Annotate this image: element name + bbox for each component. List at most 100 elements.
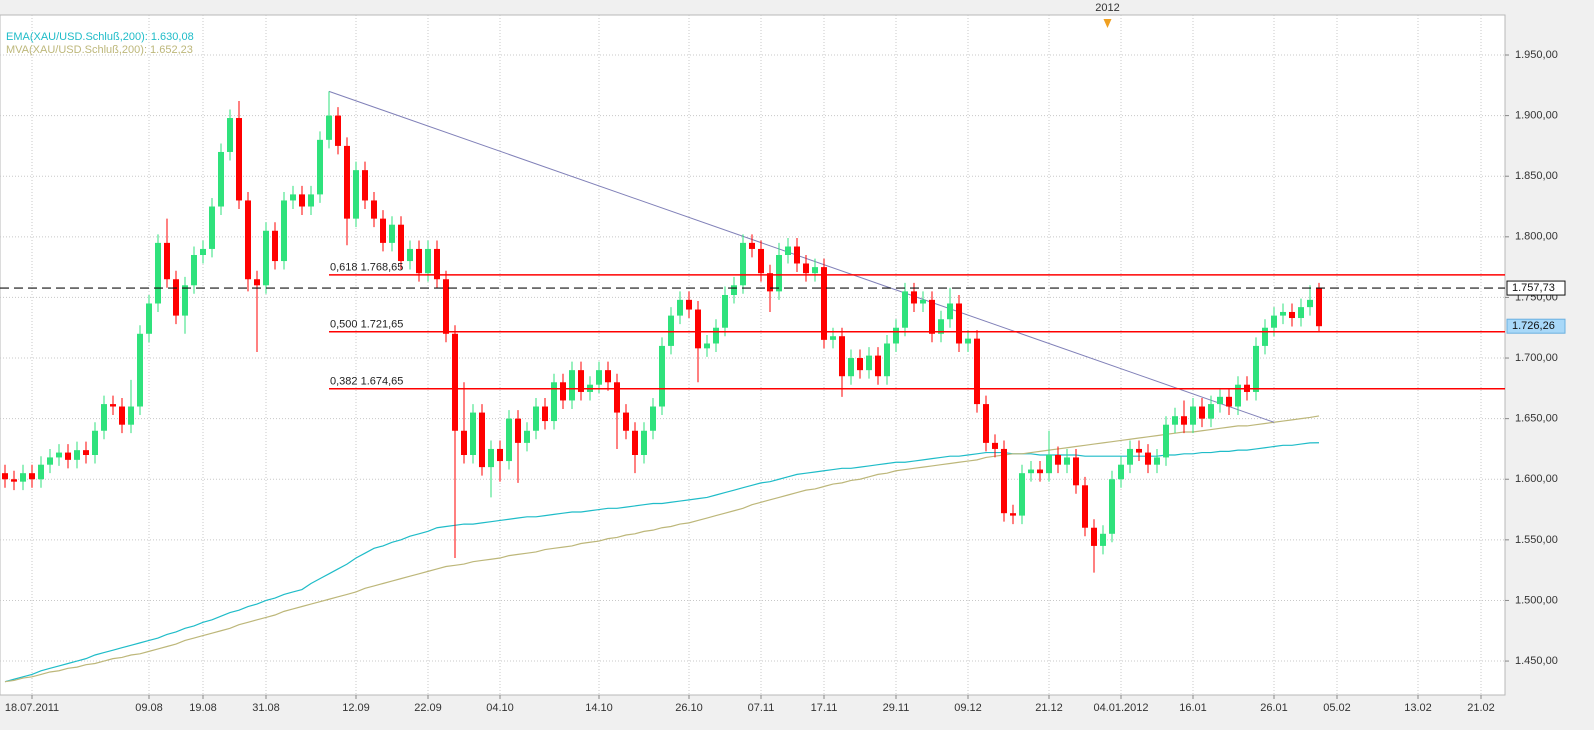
candle-body — [1307, 299, 1313, 308]
candle-body — [1271, 315, 1277, 328]
candle-body — [992, 442, 998, 449]
last-price-label: 1.726,26 — [1512, 320, 1555, 332]
candle-body — [1190, 406, 1196, 425]
candle-body — [1172, 416, 1178, 425]
candle-body — [92, 430, 98, 455]
candle-body — [119, 406, 125, 425]
candle-body — [974, 338, 980, 405]
x-tick-label: 04.01.2012 — [1093, 702, 1148, 714]
candle-body — [479, 412, 485, 468]
candle-body — [821, 267, 827, 340]
x-tick-label: 16.01 — [1179, 702, 1207, 714]
candle-body — [929, 299, 935, 334]
candle-body — [281, 200, 287, 262]
candle-body — [848, 358, 854, 377]
candle-body — [146, 303, 152, 334]
candle-body — [227, 118, 233, 152]
y-tick-label: 1.850,00 — [1515, 170, 1558, 182]
candle-body — [407, 248, 413, 262]
candle-body — [326, 115, 332, 140]
x-tick-label: 19.08 — [189, 702, 217, 714]
candle-body — [965, 338, 971, 344]
x-tick-label: 09.08 — [135, 702, 163, 714]
candle-body — [209, 206, 215, 249]
candle-body — [128, 406, 134, 425]
candle-body — [866, 355, 872, 371]
candle-body — [713, 327, 719, 344]
candle-body — [1199, 406, 1205, 419]
candle-body — [272, 230, 278, 262]
candle-body — [1298, 307, 1304, 319]
candle-body — [758, 248, 764, 274]
candle-body — [578, 370, 584, 392]
candle-body — [137, 333, 143, 407]
candle-body — [749, 242, 755, 249]
plot-area — [0, 14, 1506, 696]
candle-body — [1289, 311, 1295, 319]
candle-body — [497, 448, 503, 462]
candle-body — [1136, 448, 1142, 453]
candle-body — [884, 343, 890, 377]
candle-body — [776, 255, 782, 292]
candle-body — [983, 404, 989, 443]
y-tick-label: 1.500,00 — [1515, 594, 1558, 606]
candle-body — [794, 246, 800, 264]
legend-ema: EMA(XAU/USD.Schluß,200): 1.630,08 — [6, 31, 194, 43]
y-tick-label: 1.900,00 — [1515, 110, 1558, 122]
candle-body — [650, 406, 656, 431]
candle-body — [560, 382, 566, 401]
y-tick-label: 1.800,00 — [1515, 231, 1558, 243]
candle-body — [551, 382, 557, 422]
candle-body — [614, 382, 620, 413]
candle-body — [1010, 513, 1016, 516]
candle-body — [2, 473, 8, 480]
candle-body — [803, 263, 809, 274]
x-tick-label: 26.10 — [675, 702, 703, 714]
x-tick-label: 04.10 — [486, 702, 514, 714]
candle-body — [317, 139, 323, 195]
candle-body — [20, 473, 26, 482]
candle-body — [857, 358, 863, 371]
candle-body — [1109, 479, 1115, 534]
x-tick-label: 22.09 — [414, 702, 442, 714]
x-tick-label: 31.08 — [252, 702, 280, 714]
candle-body — [695, 309, 701, 349]
y-tick-label: 1.600,00 — [1515, 473, 1558, 485]
y-tick-label: 1.950,00 — [1515, 49, 1558, 61]
candle-body — [218, 151, 224, 207]
candle-body — [677, 299, 683, 316]
ma-line — [4, 415, 1320, 683]
candle-body — [1235, 384, 1241, 407]
candle-body — [1118, 464, 1124, 480]
candle-body — [236, 118, 242, 201]
candle-body — [1001, 448, 1007, 514]
x-tick-label: 07.11 — [748, 702, 775, 714]
x-tick-label: 09.12 — [954, 702, 982, 714]
candle-body — [704, 343, 710, 349]
candle-body — [506, 418, 512, 462]
candle-body — [740, 242, 746, 286]
candle-body — [1100, 533, 1106, 546]
candle-body — [920, 299, 926, 304]
candle-body — [1055, 455, 1061, 465]
candle-body — [398, 224, 404, 262]
candle-body — [875, 355, 881, 377]
candle-body — [1064, 457, 1070, 465]
candle-body — [542, 406, 548, 422]
last-price-box — [1506, 318, 1566, 334]
x-tick-label: 21.02 — [1467, 702, 1495, 714]
trendline — [328, 90, 1275, 423]
candle-body — [785, 246, 791, 255]
x-tick-label: 21.12 — [1035, 702, 1063, 714]
candle-body — [164, 242, 170, 280]
candle-body — [1046, 455, 1052, 474]
candle-body — [1145, 452, 1151, 465]
candle-body — [362, 170, 368, 201]
candle-body — [1181, 416, 1187, 425]
candle-body — [434, 248, 440, 280]
candle-body — [1073, 457, 1079, 486]
candle-body — [515, 418, 521, 443]
candle-body — [1280, 311, 1286, 316]
candle-body — [839, 336, 845, 377]
candle-body — [335, 115, 341, 146]
